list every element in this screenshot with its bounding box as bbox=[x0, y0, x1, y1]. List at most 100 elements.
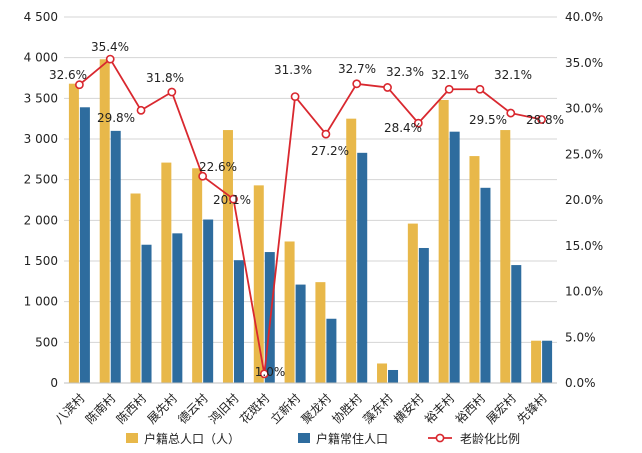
aging-ratio-point bbox=[105, 54, 115, 64]
bar-total-population bbox=[500, 130, 511, 383]
x-category-label: 陈南村 bbox=[82, 391, 118, 427]
y-left-tick-label: 1 500 bbox=[24, 254, 58, 268]
aging-ratio-point bbox=[290, 92, 300, 102]
legend-swatch-marker bbox=[435, 433, 445, 443]
x-category-label: 裕西村 bbox=[452, 391, 488, 427]
y-right-tick-label: 5.0% bbox=[565, 330, 596, 344]
data-labels: 32.6% 35.4% 29.8% 31.8% 22.6% 20.1% 1.0% 31.3% 2… bbox=[49, 40, 564, 379]
aging-ratio-point bbox=[506, 108, 516, 118]
bar-total-population bbox=[407, 223, 418, 383]
y-right-tick-label: 25.0% bbox=[565, 147, 603, 161]
legend-swatch-bar bbox=[126, 433, 138, 443]
y-left-tick-label: 4 000 bbox=[24, 51, 58, 65]
aging-ratio-data-label: 31.3% bbox=[274, 63, 312, 77]
x-category-label: 横安村 bbox=[390, 391, 426, 427]
y-left-tick-label: 2 000 bbox=[24, 213, 58, 227]
aging-ratio-point bbox=[321, 129, 331, 139]
aging-ratio-point bbox=[383, 83, 392, 92]
y-left-tick-label: 4 500 bbox=[24, 10, 58, 24]
aging-ratio-data-label: 1.0% bbox=[255, 365, 286, 379]
aging-ratio-line bbox=[75, 54, 546, 379]
bar-total-population bbox=[315, 282, 326, 383]
x-category-label: 德云村 bbox=[175, 391, 211, 427]
x-category-label: 展宏村 bbox=[483, 391, 519, 427]
bar-resident-population bbox=[388, 369, 399, 383]
y-left-tick-label: 1 000 bbox=[24, 295, 58, 309]
bar-total-population bbox=[531, 340, 542, 383]
x-category-label: 先锋村 bbox=[514, 391, 549, 426]
legend-label: 户籍常住人口 bbox=[316, 431, 388, 446]
aging-ratio-data-label: 29.5% bbox=[469, 113, 507, 127]
aging-ratio-polyline bbox=[78, 57, 542, 375]
x-category-label: 藻东村 bbox=[360, 391, 395, 426]
bar-resident-population bbox=[233, 260, 244, 383]
bar-resident-population bbox=[449, 131, 460, 383]
aging-ratio-point bbox=[229, 194, 238, 204]
aging-ratio-data-label: 27.2% bbox=[311, 144, 349, 158]
x-category-label: 裕丰村 bbox=[421, 391, 457, 427]
aging-ratio-point bbox=[198, 171, 208, 181]
aging-ratio-point bbox=[475, 84, 485, 94]
y-left-tick-label: 3 000 bbox=[24, 132, 58, 146]
aging-ratio-data-label: 31.8% bbox=[146, 71, 184, 85]
bar-resident-population bbox=[141, 244, 152, 383]
bar-total-population bbox=[99, 59, 110, 383]
y-left-tick-label: 0 bbox=[50, 376, 58, 390]
x-category-label: 协胜村 bbox=[329, 391, 365, 427]
aging-ratio-data-label: 22.6% bbox=[199, 160, 237, 174]
aging-ratio-point bbox=[352, 79, 362, 89]
y-right-tick-label: 0.0% bbox=[565, 376, 596, 390]
bar-total-population bbox=[377, 363, 388, 383]
bar-total-population bbox=[161, 162, 172, 383]
x-category-label: 展先村 bbox=[145, 391, 180, 426]
aging-ratio-data-label: 32.6% bbox=[49, 68, 87, 82]
aging-ratio-point bbox=[259, 369, 269, 379]
aging-ratio-data-label: 29.8% bbox=[97, 111, 135, 125]
x-category-label: 聚龙村 bbox=[299, 391, 334, 426]
bar-resident-population bbox=[79, 107, 90, 383]
bar-total-population bbox=[68, 83, 79, 384]
bar-total-population bbox=[469, 156, 480, 383]
aging-ratio-data-label: 32.3% bbox=[386, 65, 424, 79]
y-right-tick-label: 40.0% bbox=[565, 10, 603, 24]
y-left-tick-label: 3 500 bbox=[24, 91, 58, 105]
aging-ratio-data-label: 32.1% bbox=[494, 68, 532, 82]
bar-resident-population bbox=[418, 247, 429, 383]
aging-ratio-data-label: 35.4% bbox=[91, 40, 129, 54]
bar-resident-population bbox=[110, 130, 121, 383]
x-category-label: 陈西村 bbox=[113, 391, 149, 427]
legend-label: 户籍总人口（人） bbox=[144, 431, 240, 446]
x-category-label: 八滨村 bbox=[51, 391, 87, 427]
bar-resident-population bbox=[542, 340, 553, 383]
bar-total-population bbox=[438, 99, 449, 384]
aging-ratio-data-label: 28.4% bbox=[384, 121, 422, 135]
legend-label: 老龄化比例 bbox=[460, 432, 520, 446]
legend: 户籍总人口（人） 户籍常住人口 老龄化比例 bbox=[126, 431, 520, 446]
x-category-label: 花斑村 bbox=[236, 391, 272, 427]
aging-ratio-point bbox=[75, 80, 84, 90]
bars bbox=[68, 59, 553, 384]
aging-ratio-data-label: 20.1% bbox=[213, 193, 251, 207]
y-right-tick-label: 10.0% bbox=[565, 285, 603, 299]
bar-total-population bbox=[222, 130, 233, 383]
aging-ratio-point bbox=[444, 84, 454, 94]
bar-resident-population bbox=[203, 219, 214, 383]
bar-resident-population bbox=[295, 284, 306, 383]
aging-ratio-data-label: 28.8% bbox=[526, 113, 564, 127]
bar-resident-population bbox=[357, 152, 368, 383]
bar-resident-population bbox=[172, 233, 183, 383]
bar-resident-population bbox=[326, 318, 337, 383]
bar-total-population bbox=[130, 193, 141, 383]
bar-total-population bbox=[253, 185, 264, 383]
aging-ratio-data-label: 32.1% bbox=[431, 68, 469, 82]
y-left-tick-label: 2 500 bbox=[24, 173, 58, 187]
y-right-tick-label: 30.0% bbox=[565, 102, 603, 116]
bar-resident-population bbox=[511, 265, 522, 383]
bar-total-population bbox=[346, 118, 357, 384]
y-left-tick-label: 500 bbox=[35, 335, 58, 349]
y-right-tick-label: 20.0% bbox=[565, 193, 603, 207]
y-right-tick-label: 15.0% bbox=[565, 239, 603, 253]
x-category-label: 立新村 bbox=[267, 391, 303, 427]
